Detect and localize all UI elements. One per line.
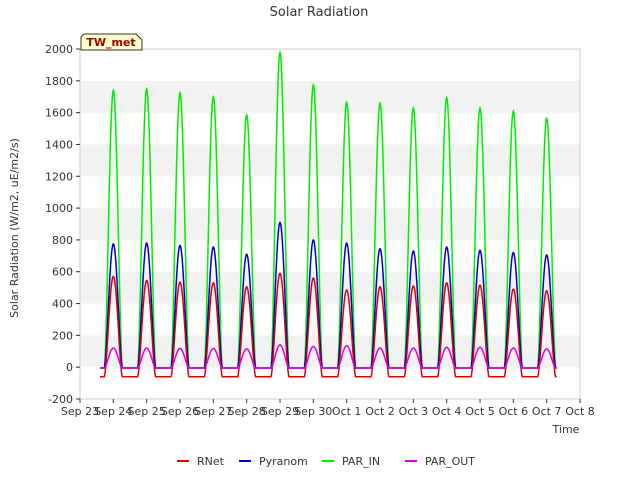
y-tick-label: 1200 bbox=[45, 170, 73, 183]
y-axis-label: Solar Radiation (W/m2, uE/m2/s) bbox=[8, 138, 21, 318]
grid-band bbox=[80, 303, 580, 336]
x-tick-label: Sep 23 bbox=[61, 405, 99, 418]
legend-label: Pyranom bbox=[259, 455, 308, 468]
y-tick-label: 1000 bbox=[45, 202, 73, 215]
series-line-rnet bbox=[100, 272, 557, 378]
grid-band bbox=[80, 112, 580, 145]
grid-band bbox=[80, 49, 580, 81]
x-tick-label: Sep 28 bbox=[228, 405, 266, 418]
legend-item-pyranom: Pyranom bbox=[239, 455, 308, 468]
grid-band bbox=[80, 208, 580, 240]
x-tick-label: Sep 26 bbox=[161, 405, 199, 418]
x-axis-label: Time bbox=[552, 423, 580, 436]
x-tick-label: Oct 5 bbox=[465, 405, 495, 418]
x-tick-label: Oct 8 bbox=[565, 405, 595, 418]
y-tick-label: 1400 bbox=[45, 138, 73, 151]
legend-item-par-in: PAR_IN bbox=[322, 455, 380, 468]
legend: RNet Pyranom PAR_IN PAR_OUT bbox=[177, 455, 475, 468]
grid-band bbox=[80, 239, 580, 272]
x-tick-label: Sep 25 bbox=[128, 405, 166, 418]
site-label-box: TW_met bbox=[80, 33, 143, 51]
x-tick-label: Sep 29 bbox=[261, 405, 299, 418]
site-label: TW_met bbox=[86, 36, 135, 49]
y-tick-label: -200 bbox=[48, 393, 73, 406]
chart-title: Solar Radiation bbox=[270, 5, 369, 20]
x-tick-label: Oct 4 bbox=[432, 405, 462, 418]
y-tick-label: 200 bbox=[52, 329, 73, 342]
grid-band bbox=[80, 335, 580, 368]
y-tick-label: 600 bbox=[52, 266, 73, 279]
x-tick-label: Sep 30 bbox=[294, 405, 332, 418]
legend-label: PAR_OUT bbox=[425, 455, 475, 468]
grid-band bbox=[80, 144, 580, 177]
legend-item-par-out: PAR_OUT bbox=[405, 455, 475, 468]
grid-band bbox=[80, 80, 580, 113]
y-tick-label: 800 bbox=[52, 234, 73, 247]
y-axis: -200 0 200 400 600 800 1000 1200 1400 1600 1800 200… bbox=[45, 43, 80, 406]
x-tick-label: Oct 3 bbox=[399, 405, 429, 418]
series-layer bbox=[100, 50, 557, 378]
x-tick-label: Oct 7 bbox=[532, 405, 562, 418]
legend-label: PAR_IN bbox=[342, 455, 380, 468]
y-tick-label: 2000 bbox=[45, 43, 73, 56]
grid-band bbox=[80, 176, 580, 209]
legend-label: RNet bbox=[197, 455, 225, 468]
y-tick-label: 1600 bbox=[45, 107, 73, 120]
x-tick-label: Sep 24 bbox=[94, 405, 132, 418]
y-tick-label: 1800 bbox=[45, 75, 73, 88]
legend-item-rnet: RNet bbox=[177, 455, 225, 468]
grid-band bbox=[80, 271, 580, 304]
x-tick-label: Oct 1 bbox=[332, 405, 362, 418]
y-tick-label: 400 bbox=[52, 298, 73, 311]
grid-bands bbox=[80, 49, 580, 399]
y-tick-label: 0 bbox=[66, 361, 73, 374]
grid-band bbox=[80, 367, 580, 399]
plot-frame bbox=[79, 48, 581, 400]
x-tick-label: Oct 6 bbox=[499, 405, 529, 418]
series-line-par-out bbox=[100, 344, 557, 369]
x-tick-label: Oct 2 bbox=[365, 405, 395, 418]
x-tick-label: Sep 27 bbox=[194, 405, 232, 418]
